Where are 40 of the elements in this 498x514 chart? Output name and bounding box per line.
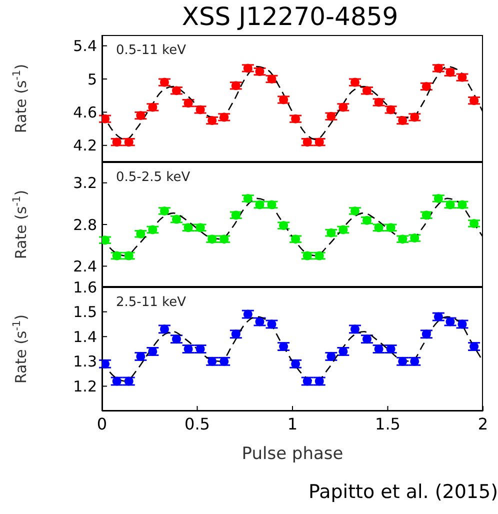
point: [279, 95, 288, 104]
point: [102, 114, 110, 124]
y-tick-label: 2.8: [73, 216, 97, 234]
x-tick-label: 1.5: [375, 414, 400, 434]
y-tick-label: 5: [87, 70, 97, 88]
point: [102, 359, 110, 368]
y-tick-label: 1.3: [73, 352, 97, 371]
y-tick-label: 1.4: [73, 328, 97, 346]
point: [279, 221, 288, 230]
y-tick-label: 4.6: [73, 104, 97, 122]
point: [470, 218, 479, 228]
y-tick-label: 2.4: [73, 257, 97, 276]
annotation: 0.5-2.5 keV: [116, 170, 190, 185]
y-tick-label: 1.5: [73, 303, 97, 322]
point: [231, 210, 240, 220]
y-tick-label: 1.6: [73, 278, 97, 296]
y-tick-label: 4.2: [73, 136, 97, 155]
x-tick-label: 2: [478, 414, 488, 434]
point: [291, 359, 300, 368]
chart-title: XSS J12270-4859: [180, 2, 400, 32]
text: Papitto et al. (2015): [308, 480, 498, 504]
point: [422, 82, 431, 91]
point: [422, 330, 431, 339]
point: [470, 96, 479, 106]
point: [291, 114, 300, 124]
x-tick-label: 0.5: [184, 414, 210, 434]
y-tick-label: 3.2: [73, 174, 97, 192]
point: [231, 330, 240, 339]
point: [231, 81, 240, 90]
y-tick-label: 1.2: [73, 378, 97, 396]
point: [422, 210, 431, 220]
x-axis-title: Pulse phase: [240, 443, 344, 465]
x-tick-label: 0: [96, 414, 108, 434]
y-tick-label: 5.4: [73, 37, 97, 56]
x-tick-label: 1: [287, 414, 298, 434]
annotation: 0.5-11 keV: [116, 43, 186, 58]
point: [102, 236, 110, 245]
point: [279, 342, 288, 352]
annotation: 2.5-11 keV: [116, 295, 186, 310]
point: [291, 234, 300, 244]
